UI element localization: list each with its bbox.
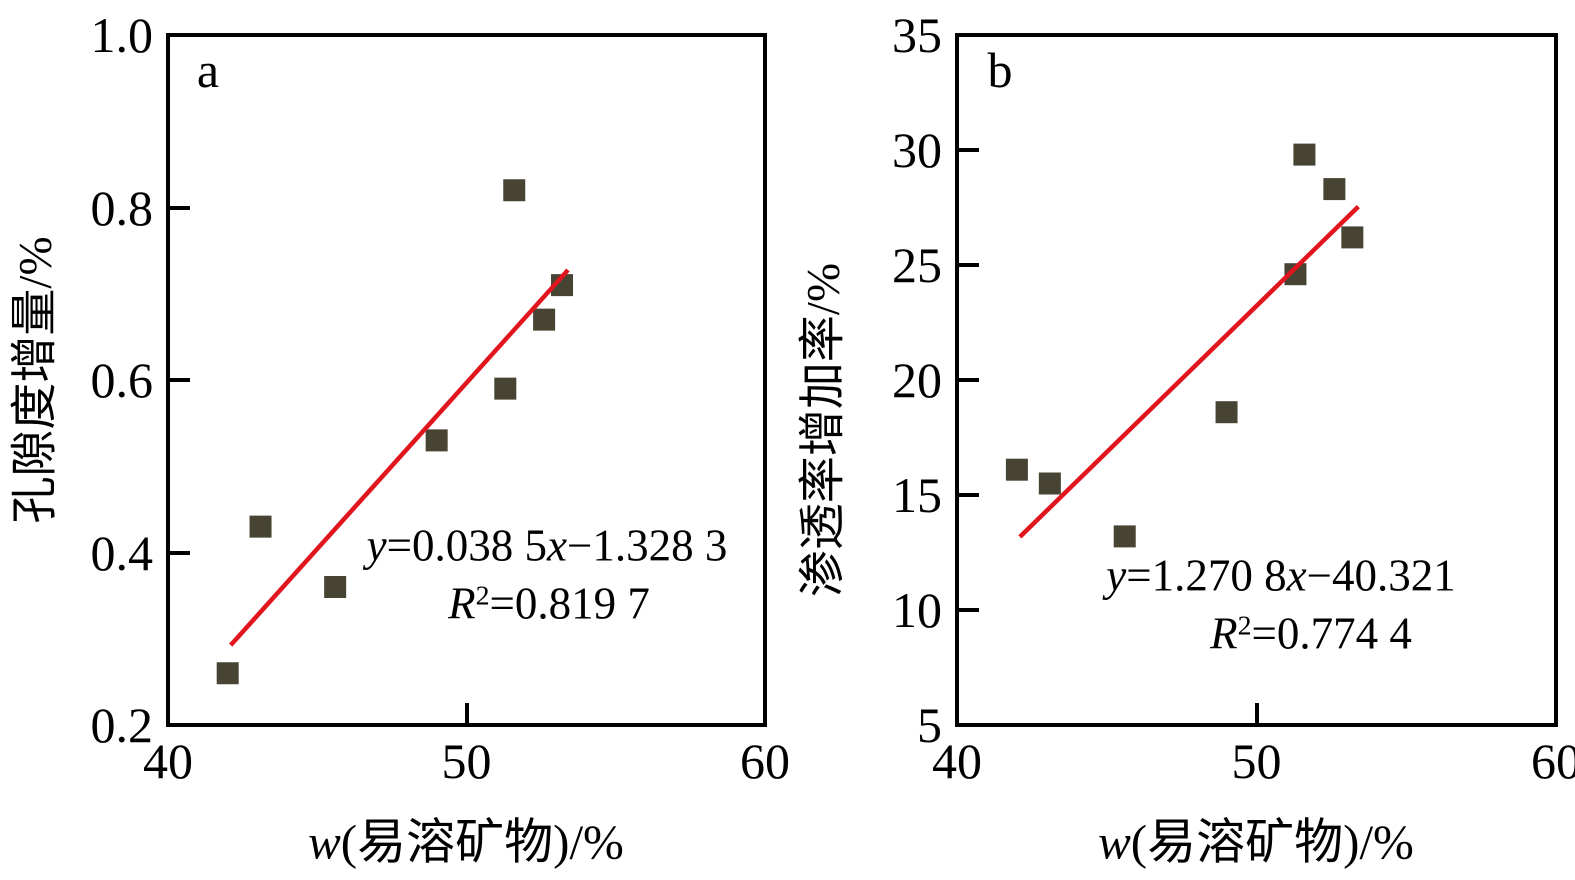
- panel-a-data-point: [425, 429, 448, 452]
- panel-b-eq-intercept: −40.321: [1306, 550, 1456, 601]
- panel-a-eq-intercept: −1.328 3: [566, 520, 728, 571]
- panel-a-data-point: [324, 576, 347, 598]
- panel-a-x-axis-title: w(易溶矿物)/%: [308, 818, 624, 867]
- panel-a-data-point: [533, 308, 556, 331]
- panel-a-x-tick-label-50: 50: [441, 733, 492, 789]
- panel-a-r-value: =0.819 7: [489, 578, 650, 629]
- panel-b-y-tick-label-10: 10: [892, 582, 942, 638]
- panel-b-eq-slope: =1.270 8: [1126, 550, 1287, 601]
- panel-b-r-exponent: 2: [1237, 610, 1252, 641]
- panel-a-letter: a: [196, 42, 220, 98]
- panel-b-y-tick-label-35: 35: [892, 7, 942, 63]
- panel-b-r-squared: R2=0.774 4: [1210, 608, 1412, 659]
- panel-a-eq-x-var: x: [547, 520, 567, 571]
- panel-b-eq-y-var: y: [1106, 550, 1127, 601]
- panel-a-r-exponent: 2: [475, 580, 490, 611]
- panel-b-data-point: [1038, 472, 1061, 495]
- panel-a-plot-area: [166, 33, 767, 727]
- panel-b-r-value: =0.774 4: [1251, 608, 1412, 659]
- panel-b-y-tick-label-25: 25: [892, 237, 942, 293]
- panel-a-regression-equation: y=0.038 5x−1.328 3: [366, 520, 728, 571]
- panel-b-data-point: [1341, 226, 1364, 249]
- panel-b-letter: b: [987, 42, 1013, 98]
- panel-b-x-axis-title: w(易溶矿物)/%: [1098, 818, 1414, 867]
- panel-b-data-point: [1113, 525, 1136, 548]
- panel-b-data-point: [1323, 178, 1346, 201]
- panel-b-y-tick-mark-30: [959, 148, 979, 152]
- panel-a-data-point: [503, 179, 526, 202]
- panel-a-y-tick-label-0.2: 0.2: [90, 697, 154, 753]
- panel-a-y-tick-label-0.6: 0.6: [90, 352, 154, 408]
- panel-a-data-point: [216, 662, 239, 685]
- panel-b-regression-equation: y=1.270 8x−40.321: [1106, 550, 1456, 601]
- panel-b-plot-area: [955, 33, 1558, 727]
- panel-a-trend-line: [229, 268, 570, 647]
- panel-a-eq-slope: =0.038 5: [386, 520, 547, 571]
- panel-b-y-tick-label-30: 30: [892, 122, 942, 178]
- panel-a-y-tick-label-0.8: 0.8: [90, 179, 154, 236]
- panel-b-y-tick-mark-20: [959, 378, 979, 382]
- panel-a-y-tick-label-0.4: 0.4: [90, 524, 154, 581]
- panel-a-r-squared: R2=0.819 7: [448, 578, 650, 629]
- panel-b-x-axis-variable: w: [1098, 814, 1131, 870]
- panel-a-data-point: [494, 377, 517, 400]
- panel-a-x-tick-label-40: 40: [143, 733, 193, 789]
- panel-a-x-tick-mark-50: [464, 703, 469, 723]
- panel-a-y-tick-mark-0.4: [170, 550, 190, 555]
- panel-a-y-tick-mark-0.8: [170, 205, 190, 210]
- panel-b-x-tick-label-50: 50: [1231, 733, 1282, 789]
- panel-a-y-tick-mark-0.6: [170, 378, 190, 382]
- panel-b-eq-x-var: x: [1286, 550, 1307, 601]
- panel-b-trend-line: [1018, 204, 1360, 539]
- panel-a-data-point: [249, 515, 272, 538]
- panel-a-x-axis-title-rest: (易溶矿物)/%: [340, 814, 624, 870]
- panel-b-y-tick-mark-25: [959, 263, 979, 267]
- panel-b-y-tick-label-20: 20: [892, 352, 942, 408]
- panel-b-x-axis-title-rest: (易溶矿物)/%: [1130, 814, 1414, 870]
- panel-b-data-point: [1293, 143, 1316, 166]
- panel-a-r-var: R: [448, 578, 476, 629]
- panel-a-y-tick-label-1.0: 1.0: [90, 7, 154, 63]
- panel-b-r-var: R: [1210, 608, 1238, 659]
- panel-a-x-axis-variable: w: [308, 814, 341, 870]
- panel-b-y-tick-mark-15: [959, 493, 979, 497]
- panel-b-x-tick-label-40: 40: [932, 733, 982, 789]
- panel-b-x-tick-mark-50: [1254, 703, 1259, 723]
- panel-a-eq-y-var: y: [366, 520, 387, 571]
- panel-b-x-tick-label-60: 60: [1531, 733, 1575, 789]
- panel-a-y-axis-title: 孔隙度增量/%: [9, 236, 62, 524]
- panel-b-y-axis-title: 渗透率增加率/%: [797, 262, 850, 598]
- panel-b-y-tick-mark-10: [959, 608, 979, 612]
- panel-b-data-point: [1215, 401, 1238, 424]
- panel-b-y-tick-label-5: 5: [917, 697, 942, 753]
- panel-b-y-tick-label-15: 15: [892, 467, 942, 523]
- panel-b-data-point: [1005, 458, 1028, 481]
- panel-b-data-point: [1284, 263, 1307, 286]
- panel-a-x-tick-label-60: 60: [740, 733, 790, 789]
